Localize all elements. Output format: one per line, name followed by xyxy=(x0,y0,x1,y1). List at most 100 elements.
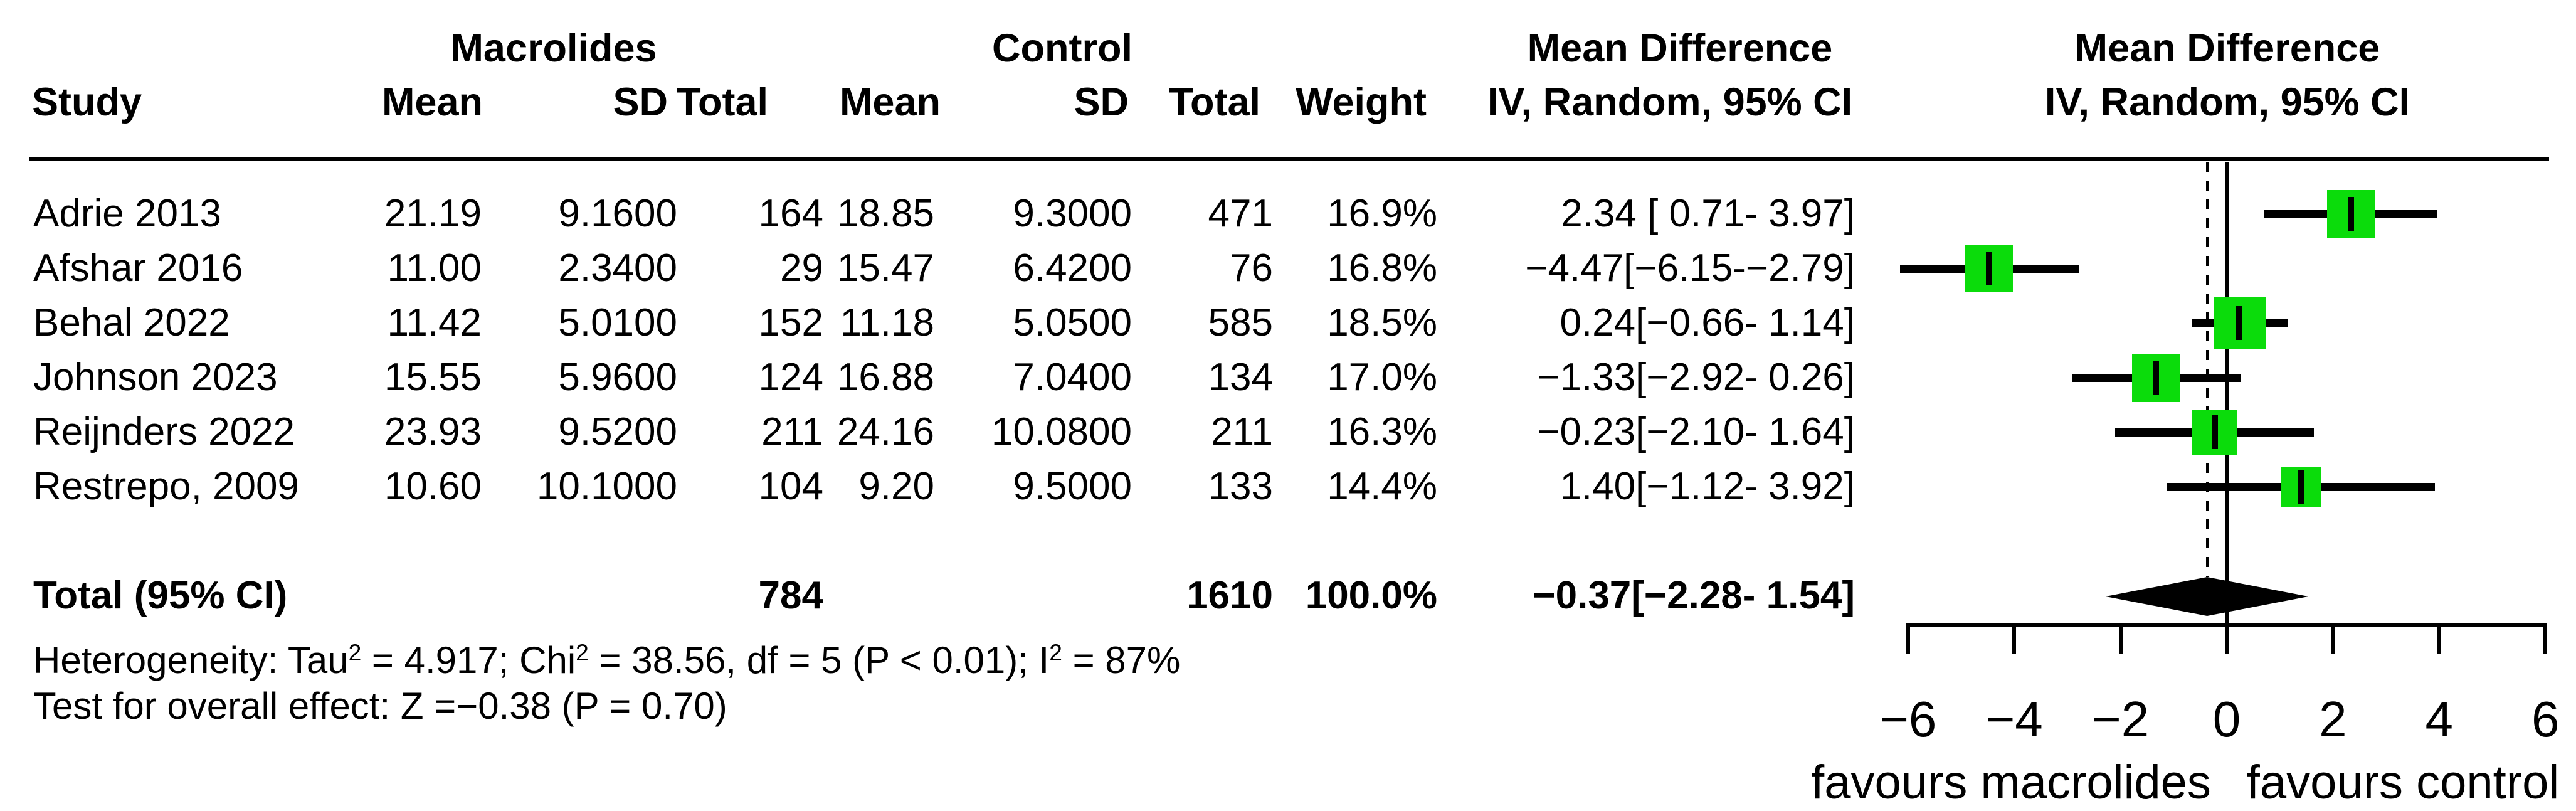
mean-control: 9.20 xyxy=(858,465,934,508)
column-header-mean-difference-text: Mean Difference xyxy=(1527,26,1833,70)
md-ci-text: −4.47[−6.15-−2.79] xyxy=(1525,246,1855,290)
x-axis-tick xyxy=(2012,623,2017,654)
total-control: 133 xyxy=(1208,465,1273,508)
pooled-diamond xyxy=(2105,577,2309,616)
total-macrolides: 164 xyxy=(758,192,823,235)
sd-macrolides: 9.5200 xyxy=(558,410,677,453)
point-estimate-marker xyxy=(2298,470,2304,504)
column-header-study: Study xyxy=(32,80,142,124)
total-macrolides: 124 xyxy=(758,356,823,399)
study-name: Adrie 2013 xyxy=(33,192,221,235)
axis-label-favours-control: favours control xyxy=(2246,756,2560,809)
weight: 16.8% xyxy=(1327,246,1437,290)
het-part1: Heterogeneity: Tau xyxy=(33,639,349,681)
sd-macrolides: 2.3400 xyxy=(558,246,677,290)
total-n-control: 1610 xyxy=(1186,574,1273,617)
column-header-mean-difference-plot: Mean Difference xyxy=(2074,26,2380,70)
md-ci-text: 1.40[−1.12- 3.92] xyxy=(1560,465,1855,508)
column-header-sd-control: SD xyxy=(1074,80,1129,124)
point-estimate-marker xyxy=(1986,252,1993,285)
column-header-weight: Weight xyxy=(1296,80,1427,124)
header-rule xyxy=(29,157,2549,161)
mean-control: 18.85 xyxy=(837,192,934,235)
mean-macrolides: 21.19 xyxy=(384,192,482,235)
column-header-mean-control: Mean xyxy=(839,80,941,124)
mean-control: 11.18 xyxy=(840,301,934,344)
md-ci-text: 2.34 [ 0.71- 3.97] xyxy=(1561,192,1855,235)
x-axis-tick xyxy=(2118,623,2123,654)
mean-macrolides: 11.42 xyxy=(387,301,482,344)
x-axis-tick-label: 0 xyxy=(2212,691,2241,747)
sd-macrolides: 10.1000 xyxy=(536,465,677,508)
study-name: Reijnders 2022 xyxy=(33,410,295,453)
sd-macrolides: 5.0100 xyxy=(558,301,677,344)
mean-control: 15.47 xyxy=(837,246,934,290)
x-axis-tick-label: 4 xyxy=(2425,691,2454,747)
mean-control: 16.88 xyxy=(837,356,934,399)
md-ci-text: −0.23[−2.10- 1.64] xyxy=(1537,410,1855,453)
het-part2: = 4.917; Chi xyxy=(361,639,576,681)
sd-control: 6.4200 xyxy=(1013,246,1132,290)
x-axis-tick xyxy=(1906,623,1910,654)
column-header-mean-macrolides: Mean xyxy=(381,80,483,124)
md-ci-text: 0.24[−0.66- 1.14] xyxy=(1560,301,1855,344)
column-header-total-macrolides: Total xyxy=(677,80,768,124)
x-axis-tick-label: 6 xyxy=(2531,691,2560,747)
axis-label-favours-macrolides: favours macrolides xyxy=(1811,756,2211,809)
group-header-control: Control xyxy=(992,26,1132,70)
weight: 18.5% xyxy=(1327,301,1437,344)
x-axis-tick xyxy=(2437,623,2441,654)
pooled-estimate-dashed-line xyxy=(2205,162,2209,577)
sd-control: 9.3000 xyxy=(1013,192,1132,235)
weight: 14.4% xyxy=(1327,465,1437,508)
total-control: 211 xyxy=(1211,410,1273,453)
mean-control: 24.16 xyxy=(837,410,934,453)
total-control: 471 xyxy=(1208,192,1273,235)
total-control: 585 xyxy=(1208,301,1273,344)
het-sup3: 2 xyxy=(1049,639,1062,665)
study-name: Behal 2022 xyxy=(33,301,230,344)
het-sup2: 2 xyxy=(576,639,589,665)
total-n-macrolides: 784 xyxy=(758,574,823,617)
study-name: Johnson 2023 xyxy=(33,356,278,399)
overall-effect-note: Test for overall effect: Z =−0.38 (P = 0… xyxy=(33,685,727,727)
column-header-iv-random-text: IV, Random, 95% CI xyxy=(1487,80,1853,124)
het-part4: = 87% xyxy=(1062,639,1181,681)
sd-control: 10.0800 xyxy=(991,410,1132,453)
total-control: 76 xyxy=(1230,246,1273,290)
study-name: Afshar 2016 xyxy=(33,246,243,290)
total-row-label: Total (95% CI) xyxy=(33,574,288,617)
x-axis-tick xyxy=(2225,623,2229,654)
point-estimate-marker xyxy=(2153,361,2160,395)
point-estimate-marker xyxy=(2236,306,2243,340)
mean-macrolides: 11.00 xyxy=(387,246,482,290)
mean-macrolides: 15.55 xyxy=(384,356,482,399)
point-estimate-marker xyxy=(2211,415,2218,449)
mean-macrolides: 23.93 xyxy=(384,410,482,453)
sd-macrolides: 9.1600 xyxy=(558,192,677,235)
md-ci-text: −1.33[−2.92- 0.26] xyxy=(1537,356,1855,399)
mean-macrolides: 10.60 xyxy=(384,465,482,508)
x-axis-tick xyxy=(2543,623,2548,654)
sd-control: 9.5000 xyxy=(1013,465,1132,508)
study-name: Restrepo, 2009 xyxy=(33,465,299,508)
total-macrolides: 104 xyxy=(758,465,823,508)
sd-control: 5.0500 xyxy=(1013,301,1132,344)
point-estimate-marker xyxy=(2348,197,2355,231)
sd-macrolides: 5.9600 xyxy=(558,356,677,399)
total-macrolides: 152 xyxy=(758,301,823,344)
sd-control: 7.0400 xyxy=(1013,356,1132,399)
total-md-ci: −0.37[−2.28- 1.54] xyxy=(1533,574,1855,617)
null-effect-line xyxy=(2225,162,2229,623)
column-header-iv-random-plot: IV, Random, 95% CI xyxy=(2044,80,2410,124)
het-sup1: 2 xyxy=(348,639,362,665)
total-control: 134 xyxy=(1208,356,1273,399)
total-macrolides: 29 xyxy=(780,246,823,290)
total-weight: 100.0% xyxy=(1305,574,1437,617)
x-axis-tick-label: −4 xyxy=(1985,691,2043,747)
x-axis-tick-label: 2 xyxy=(2319,691,2347,747)
weight: 16.3% xyxy=(1327,410,1437,453)
weight: 16.9% xyxy=(1327,192,1437,235)
x-axis-tick xyxy=(2331,623,2335,654)
